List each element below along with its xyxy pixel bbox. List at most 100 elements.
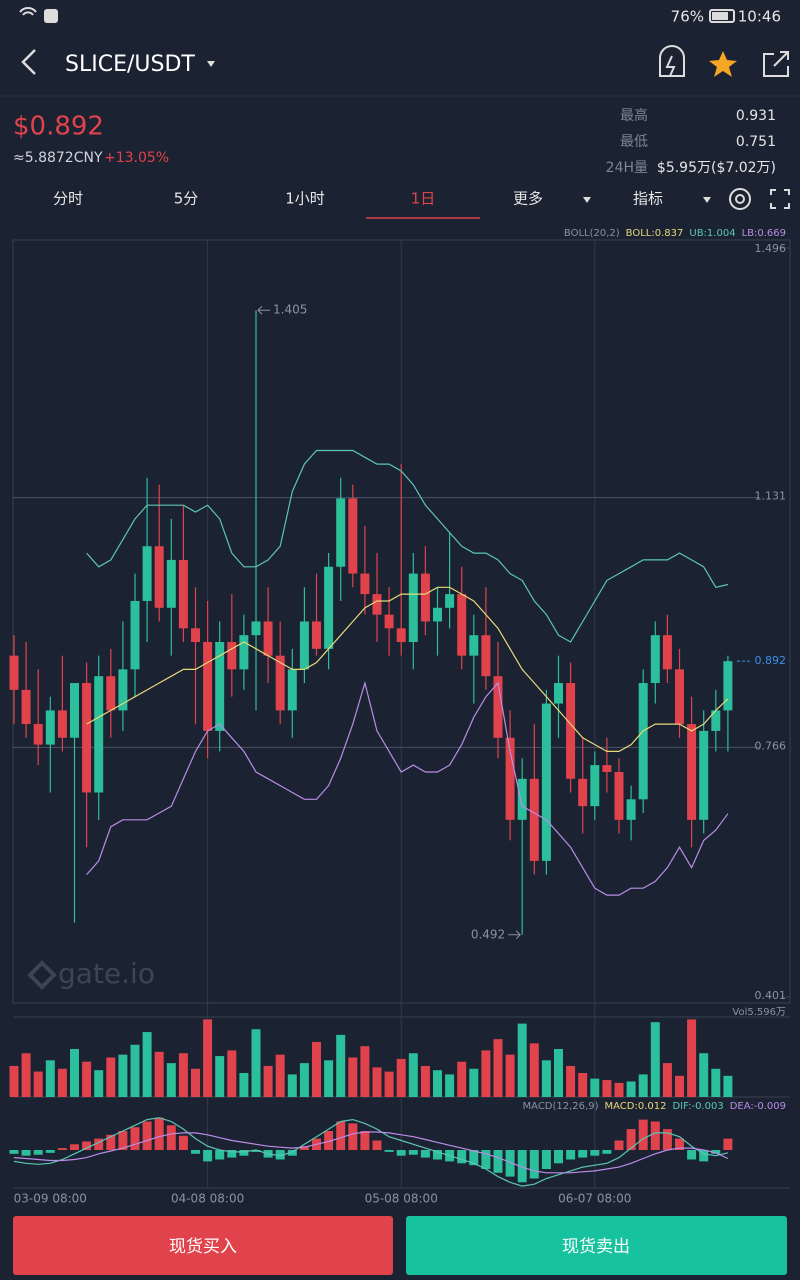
volume-bar [45,1060,55,1097]
candle-body [723,661,733,711]
volume-bar [457,1061,467,1097]
pair-title[interactable]: SLICE/USDT [65,52,195,77]
candle-body [324,566,334,649]
volume-bar [191,1068,200,1097]
volume-bar [312,1041,321,1097]
macd-bar [336,1121,346,1150]
candle-body [602,765,612,772]
last-price-label: 0.892 [755,654,787,667]
volume-bar [420,1065,430,1097]
candle-body [166,559,176,608]
change-percent: +13.05% [104,150,169,166]
stat-label: 24H量 [606,160,648,176]
volume-bar [505,1054,515,1097]
macd-bar [21,1150,31,1156]
volume-bar [578,1073,588,1097]
share-icon[interactable] [763,51,789,77]
macd-bar [251,1150,261,1152]
fullscreen-icon[interactable] [770,189,790,209]
volume-bar [239,1073,249,1097]
macd-bar [191,1150,200,1154]
status-icons [19,7,735,23]
tab[interactable]: 1小时 [285,190,325,208]
legend-entry: BOLL:0.837 [626,228,684,239]
macd-bar [9,1150,19,1154]
macd-bar [699,1150,709,1162]
candle-body [614,771,624,820]
volume-bar [324,1060,334,1097]
candle-body [420,573,430,622]
macd-bar [166,1125,176,1150]
candle-body [517,778,527,820]
volume-bar [106,1057,116,1097]
volume-bar [215,1056,225,1097]
volume-bar [372,1067,382,1097]
candle-body [33,724,43,745]
pair-dropdown[interactable] [207,61,215,67]
volume-bar [70,1049,79,1097]
macd-bar [239,1150,249,1156]
tab[interactable]: 5分 [174,190,199,208]
volume-bar [626,1081,636,1097]
volume-bar [227,1050,237,1097]
candle-body [469,635,479,656]
legend-entry: MACD(12,26,9) [523,1101,599,1112]
volume-bar [203,1019,213,1097]
candle-body [396,628,406,642]
candle-body [481,635,491,677]
candle-body [529,778,539,861]
volume-bar [650,1022,660,1097]
volume-bar [33,1071,43,1097]
candle-body [45,710,55,745]
macd-bar [227,1150,237,1158]
back-button[interactable] [21,49,36,75]
volume-bar [517,1023,527,1097]
macd-bar [602,1150,612,1154]
stat-value: $5.95万($7.02万) [657,160,776,176]
volume-bar [336,1034,346,1097]
candle-body [191,628,200,642]
volume-bar [142,1032,152,1097]
alert-icon[interactable] [659,45,685,77]
sell-button[interactable] [406,1216,787,1275]
volume-bar [408,1053,418,1097]
legend-entry: DEA:-0.009 [730,1101,786,1112]
buy-label[interactable]: 现货买入 [169,1237,237,1257]
x-tick-label: 05-08 08:00 [365,1192,438,1206]
volume-bar [94,1070,104,1097]
candle-body [299,621,309,670]
candle-body [287,669,297,711]
tab[interactable]: 1日 [411,190,436,208]
volume-bar [154,1051,164,1097]
tab[interactable]: 指标 [633,190,663,208]
candle-body [336,498,346,567]
y-tick-label: 0.401 [755,989,787,1002]
macd-bar [215,1150,225,1160]
macd-bar [287,1150,297,1156]
tab[interactable]: 更多 [513,190,543,208]
volume-bar [21,1053,31,1097]
volume-bar [711,1068,721,1097]
favorite-icon[interactable] [709,51,737,77]
volume-bar [287,1074,297,1097]
candle-body [118,669,128,711]
candle-body [505,737,515,820]
macd-bar [142,1121,152,1150]
volume-bar [251,1029,261,1097]
macd-bar [82,1141,92,1150]
macd-bar [178,1135,188,1150]
candle-body [215,641,225,731]
settings-icon[interactable] [729,188,751,210]
macd-bar [541,1150,551,1169]
volume-bar [590,1078,600,1097]
candle-body [711,710,721,731]
tab[interactable]: 分时 [53,190,83,208]
volume-bar [263,1065,273,1097]
macd-bar [348,1123,358,1150]
volume-bar [602,1080,612,1097]
buy-button[interactable] [13,1216,393,1275]
volume-bar [348,1057,358,1097]
macd-bar [360,1131,370,1150]
sell-label[interactable]: 现货卖出 [562,1237,630,1257]
